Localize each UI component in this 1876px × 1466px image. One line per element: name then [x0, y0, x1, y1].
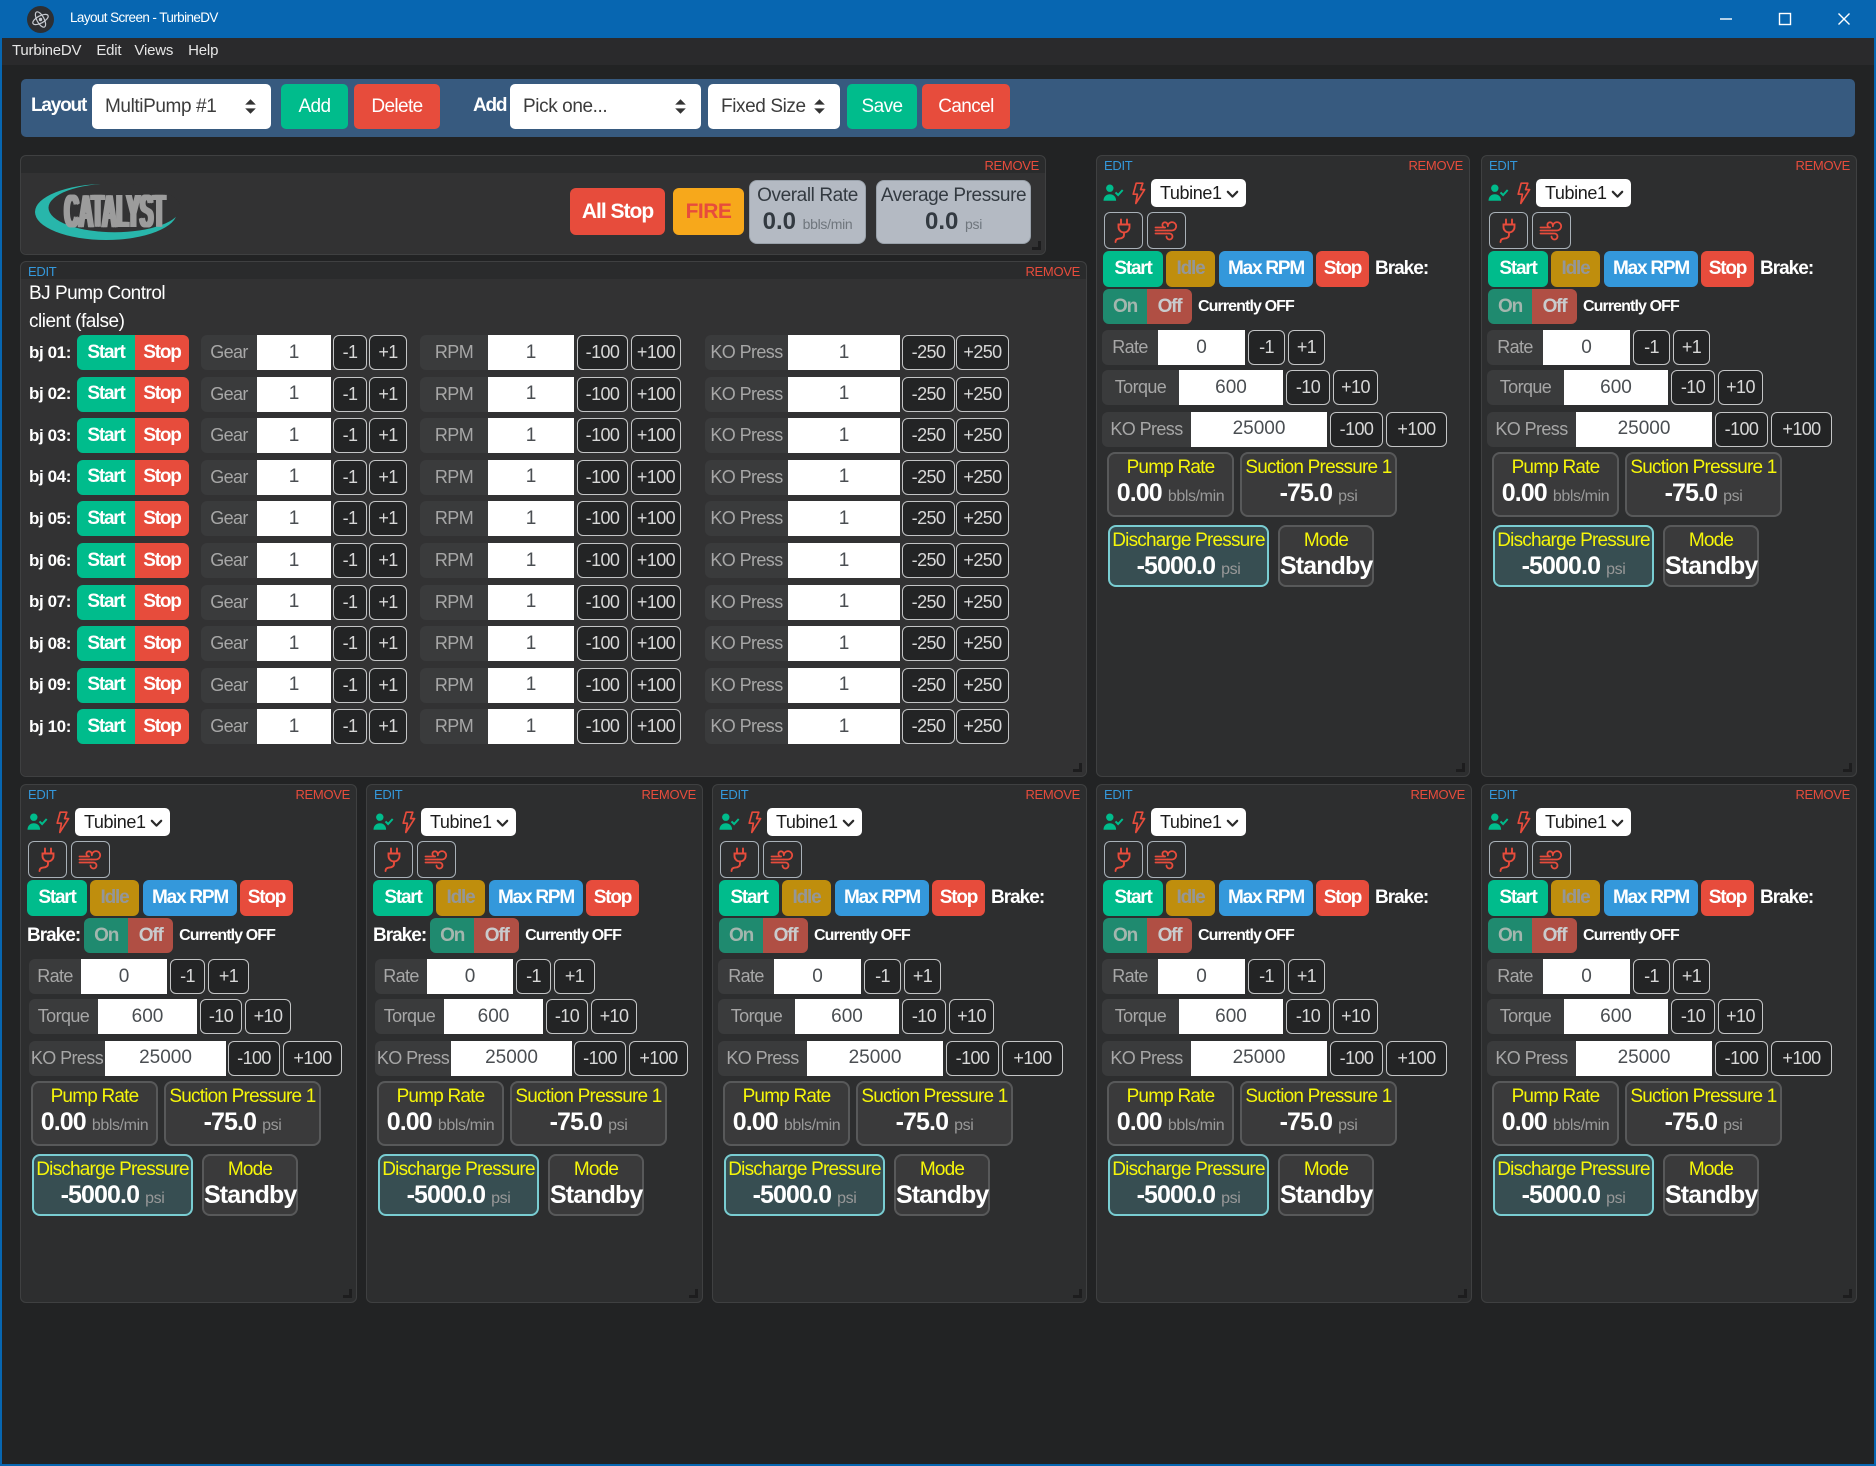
svg-text:CATALYST: CATALYST	[65, 185, 166, 237]
svg-text:CATALYST: CATALYST	[66, 185, 167, 237]
svg-text:CATALYST: CATALYST	[63, 185, 164, 237]
